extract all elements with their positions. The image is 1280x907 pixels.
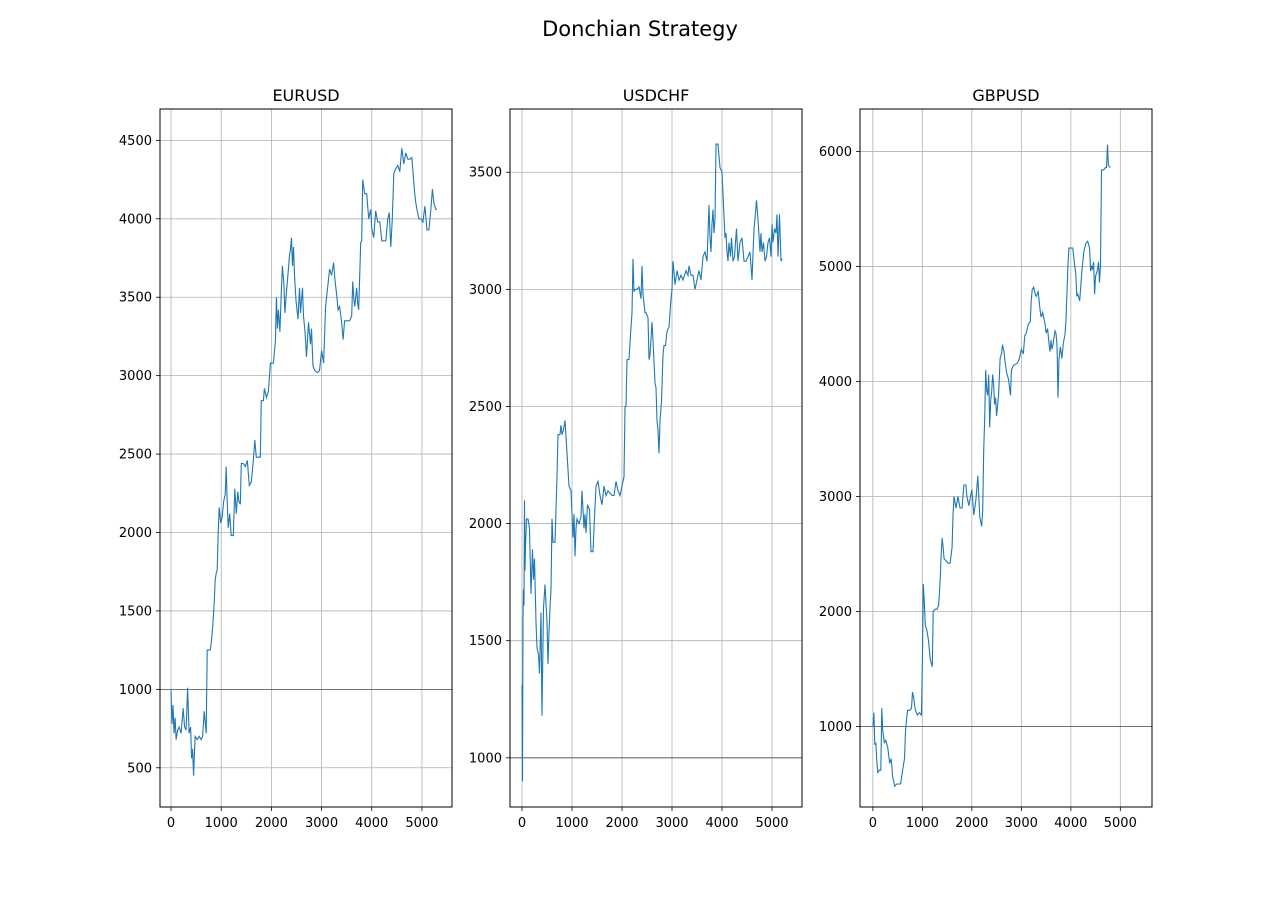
x-tick-label: 1000: [205, 816, 238, 831]
x-tick-label: 3000: [305, 816, 338, 831]
y-tick-label: 1500: [119, 604, 152, 619]
x-tick-label: 4000: [1054, 816, 1087, 831]
x-tick-label: 4000: [705, 816, 738, 831]
y-tick-label: 3500: [119, 291, 152, 306]
y-tick-label: 2500: [469, 400, 502, 415]
x-tick-label: 2000: [955, 816, 988, 831]
y-tick-label: 2000: [819, 605, 852, 620]
equity-series-line: [872, 144, 1111, 788]
subplot-title: USDCHF: [623, 86, 690, 105]
x-tick-label: 5000: [755, 816, 788, 831]
y-tick-label: 2000: [119, 526, 152, 541]
y-tick-label: 3500: [469, 166, 502, 181]
y-tick-label: 1000: [119, 683, 152, 698]
y-tick-label: 1000: [469, 751, 502, 766]
subplot-title: EURUSD: [272, 86, 339, 105]
subplot-2: GBPUSD 0 1000 2000 3000 4000 5000 1000 2000 3000 4…: [819, 86, 1153, 831]
y-tick-label: 500: [127, 761, 152, 776]
x-tick-label: 2000: [255, 816, 288, 831]
x-tick-label: 5000: [405, 816, 438, 831]
axes-frame: [859, 108, 1153, 808]
x-tick-label: 3000: [1005, 816, 1038, 831]
x-tick-label: 0: [869, 816, 877, 831]
x-tick-label: 1000: [555, 816, 588, 831]
subplot-0: EURUSD 0 1000 2000 3000 4000 5000 500 1000 1500 20…: [119, 86, 453, 831]
subplot-title: GBPUSD: [972, 86, 1039, 105]
equity-series-line: [170, 148, 437, 776]
y-tick-label: 3000: [819, 490, 852, 505]
figure-title: Donchian Strategy: [542, 17, 738, 41]
y-tick-label: 2000: [469, 517, 502, 532]
y-tick-label: 1500: [469, 634, 502, 649]
y-tick-label: 1000: [819, 720, 852, 735]
x-tick-label: 4000: [355, 816, 388, 831]
equity-series-line: [521, 143, 783, 782]
x-tick-label: 1000: [906, 816, 939, 831]
y-tick-label: 6000: [819, 145, 852, 160]
x-tick-label: 0: [167, 816, 175, 831]
y-tick-label: 2500: [119, 448, 152, 463]
x-tick-label: 5000: [1104, 816, 1137, 831]
y-tick-label: 4000: [119, 212, 152, 227]
x-tick-label: 0: [518, 816, 526, 831]
y-tick-label: 5000: [819, 260, 852, 275]
subplot-1: USDCHF 0 1000 2000 3000 4000 5000 1000 1500 2000 2…: [469, 86, 803, 831]
x-tick-label: 2000: [605, 816, 638, 831]
axes-frame: [159, 108, 453, 808]
x-tick-label: 3000: [655, 816, 688, 831]
y-tick-label: 4500: [119, 134, 152, 149]
y-tick-label: 4000: [819, 375, 852, 390]
y-tick-label: 3000: [119, 369, 152, 384]
axes-frame: [509, 108, 803, 808]
y-tick-label: 3000: [469, 283, 502, 298]
